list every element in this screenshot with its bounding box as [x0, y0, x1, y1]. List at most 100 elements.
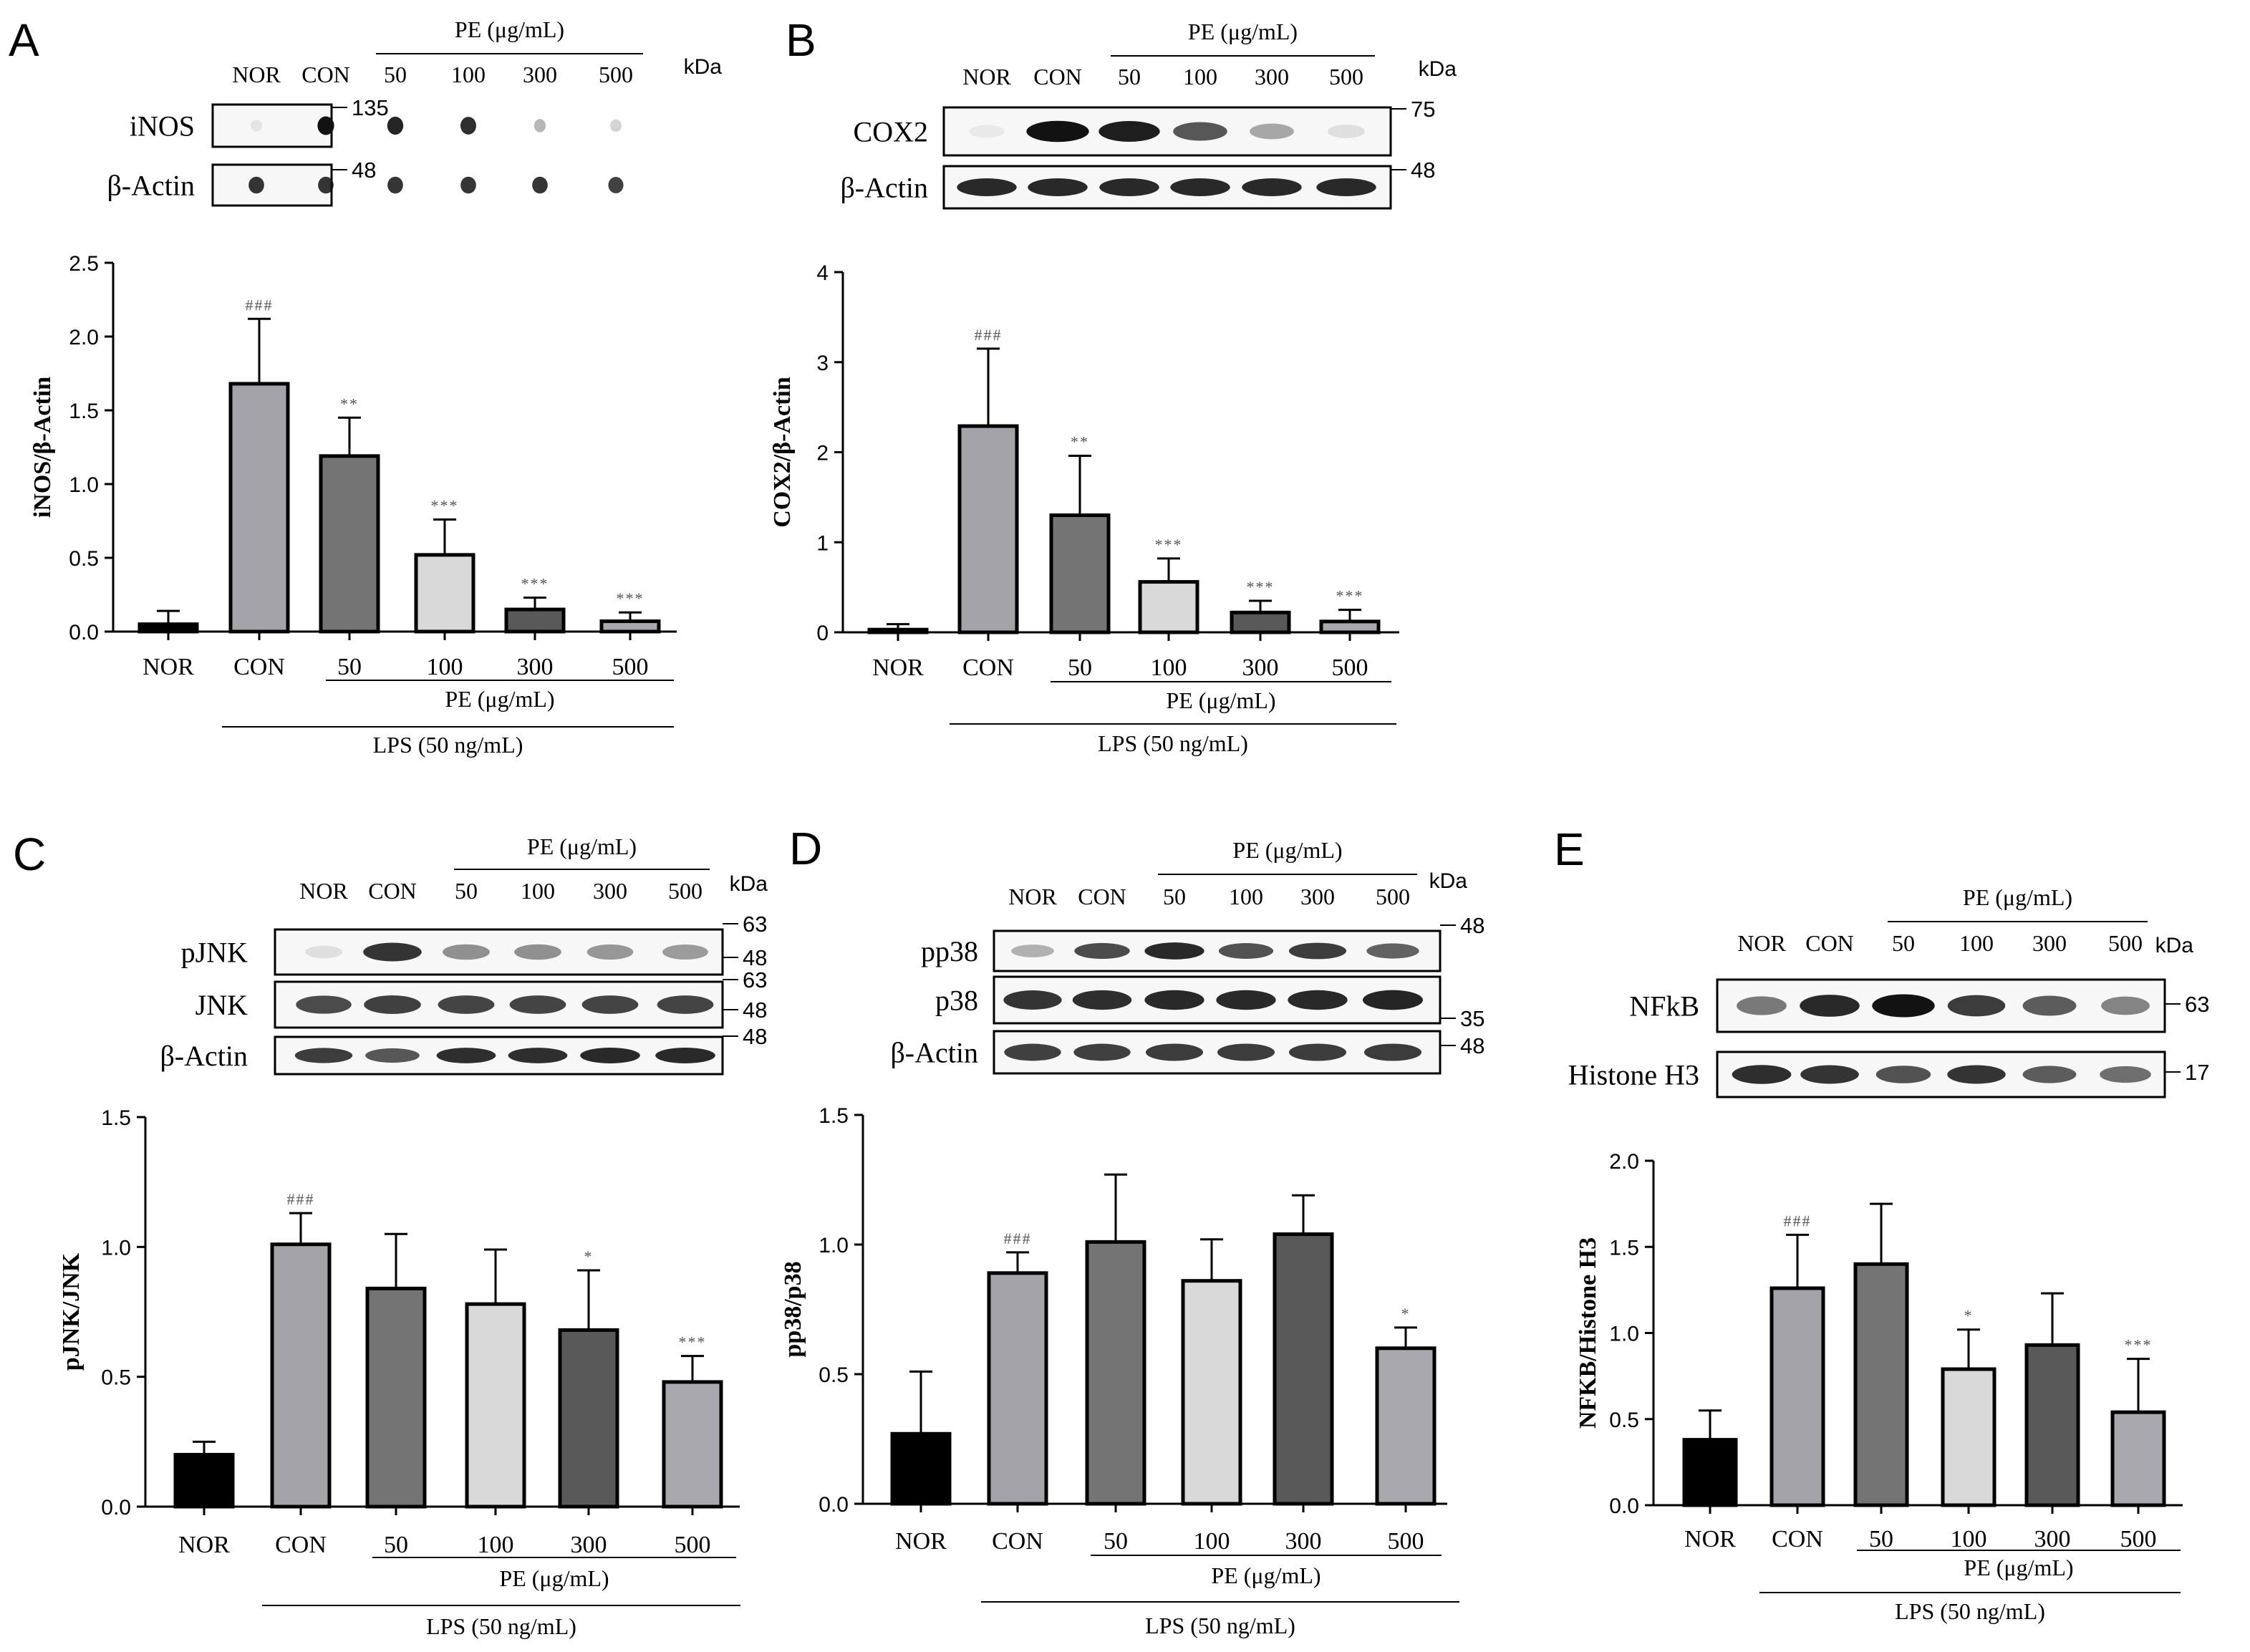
bar — [890, 1431, 952, 1506]
y-axis-label: pJNK/JNK — [58, 1252, 85, 1371]
bar — [1273, 1232, 1334, 1506]
y-tick-label: 4 — [816, 261, 829, 285]
panel-letter-d: D — [789, 823, 822, 874]
significance-mark: *** — [431, 496, 459, 514]
blot-band — [532, 176, 548, 194]
blot-strip — [942, 165, 1392, 210]
lane-label: CON — [1033, 64, 1082, 90]
bar — [1769, 1286, 1825, 1507]
blot-band — [610, 119, 622, 132]
blot-strip — [1716, 978, 2166, 1033]
lane-label: 50 — [1118, 64, 1141, 90]
blot-band — [1288, 990, 1348, 1010]
blot-strip — [211, 103, 333, 148]
y-tick-label: 2.0 — [1609, 1150, 1639, 1174]
bar — [1181, 1279, 1242, 1506]
y-tick-label: 1.5 — [1609, 1236, 1639, 1260]
protein-label: β-Actin — [107, 170, 195, 202]
mw-marker-label: 75 — [1411, 97, 1435, 122]
blot-band — [1099, 178, 1159, 196]
x-category-label: NOR — [178, 1532, 230, 1558]
bar — [2110, 1410, 2166, 1507]
mw-marker-label: 48 — [1460, 1033, 1484, 1058]
blot-band — [1800, 1065, 1859, 1084]
bar — [1682, 1438, 1738, 1507]
y-axis-label: pp38/p38 — [780, 1261, 806, 1357]
bar — [319, 454, 380, 634]
kda-unit-label: kDa — [684, 55, 723, 79]
lane-label: 50 — [1892, 930, 1915, 956]
blot-band — [1362, 990, 1424, 1010]
lane-label: CON — [301, 62, 350, 87]
lane-label: CON — [368, 878, 417, 904]
lane-label: 300 — [2032, 930, 2067, 956]
blot-band — [1011, 945, 1054, 957]
x-category-label: 300 — [571, 1532, 607, 1558]
x-category-label: 500 — [1388, 1528, 1424, 1555]
x-category-label: 50 — [337, 654, 362, 680]
blot-band — [2022, 1066, 2077, 1083]
bar — [504, 607, 566, 634]
mw-marker-label: 17 — [2185, 1060, 2209, 1085]
y-tick-label: 1.0 — [1609, 1323, 1639, 1346]
x-category-label: CON — [233, 654, 285, 680]
y-tick-label: 1.5 — [69, 400, 99, 423]
significance-mark: * — [1964, 1307, 1974, 1325]
pe-group-label: PE (μg/mL) — [445, 686, 554, 712]
bar — [465, 1302, 526, 1509]
lps-group-label: LPS (50 ng/mL) — [1895, 1598, 2045, 1624]
blot-band — [655, 1048, 715, 1063]
y-axis-label: COX2/β-Actin — [769, 377, 796, 528]
mw-marker-label: 135 — [352, 95, 389, 120]
blot-band — [662, 944, 708, 960]
lane-label: NOR — [232, 62, 281, 87]
bar — [137, 622, 199, 634]
bar — [1375, 1346, 1437, 1506]
pe-concentration-header: PE (μg/mL) — [455, 16, 564, 42]
lane-label: CON — [1805, 930, 1854, 956]
y-tick-label: 0.5 — [69, 547, 99, 571]
y-tick-label: 2.5 — [69, 252, 99, 276]
blot-band — [657, 995, 714, 1014]
blot-band — [1800, 995, 1860, 1017]
blot-band — [1875, 1066, 1931, 1083]
bar — [867, 627, 929, 634]
significance-mark: ### — [246, 296, 274, 314]
bar — [1049, 513, 1111, 634]
blot-band — [1872, 994, 1935, 1018]
significance-mark: ### — [1004, 1230, 1032, 1247]
panel-letter-c: C — [13, 829, 46, 880]
x-category-label: CON — [992, 1528, 1043, 1555]
panel-letter-e: E — [1554, 823, 1585, 875]
y-tick-label: 0.0 — [69, 621, 99, 644]
x-category-label: 100 — [1151, 654, 1187, 681]
significance-mark: *** — [1247, 578, 1275, 596]
protein-label: p38 — [935, 985, 978, 1017]
blot-band — [1074, 942, 1130, 960]
y-tick-label: 2 — [816, 442, 829, 465]
blot-band — [1144, 942, 1204, 960]
y-tick-label: 0.0 — [1609, 1494, 1639, 1518]
significance-mark: *** — [617, 589, 644, 607]
y-axis-label: iNOS/β-Actin — [29, 377, 56, 518]
lps-group-label: LPS (50 ng/mL) — [373, 732, 523, 758]
lane-label: CON — [1078, 884, 1126, 909]
protein-label: NFkB — [1629, 990, 1699, 1023]
mw-marker-label: 63 — [2185, 992, 2209, 1017]
lps-group-label: LPS (50 ng/mL) — [426, 1613, 576, 1639]
bar — [365, 1286, 427, 1509]
panel-b-chart: 0 1 2 3 4 COX2/β-Actin NOR ### CON ** 50 *** 100 *** 3… — [769, 261, 1399, 756]
x-category-label: 300 — [1242, 654, 1279, 681]
blot-band — [1170, 178, 1230, 196]
lane-label: 100 — [451, 62, 486, 87]
panel-a-chart: 0.0 0.5 1.0 1.5 2.0 2.5 iNOS/β-Actin NOR ### CON *… — [29, 252, 677, 758]
blot-band — [304, 945, 343, 959]
x-category-label: 500 — [1332, 654, 1368, 681]
bar — [173, 1452, 235, 1509]
bar — [957, 424, 1019, 634]
x-category-label: 50 — [1869, 1526, 1893, 1552]
blot-band — [1328, 125, 1365, 138]
